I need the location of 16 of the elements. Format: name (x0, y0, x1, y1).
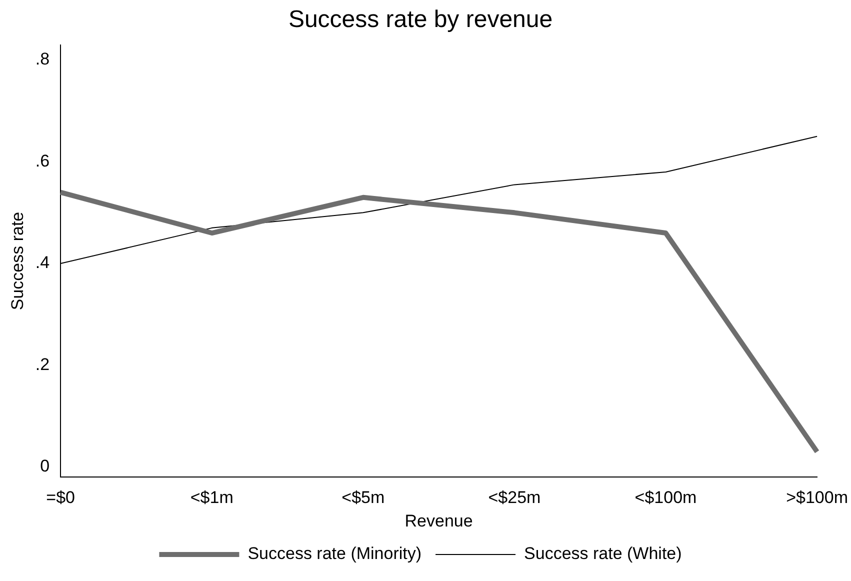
x-tick-label: <$100m (634, 488, 697, 508)
legend-label: Success rate (White) (524, 544, 682, 564)
x-tick-label: <$1m (190, 488, 234, 508)
legend-label: Success rate (Minority) (248, 544, 422, 564)
y-tick-label: .4 (35, 253, 50, 272)
y-tick-label: .6 (35, 151, 50, 170)
chart-title: Success rate by revenue (288, 6, 553, 34)
y-axis-title: Success rate (8, 212, 27, 310)
x-axis-title: Revenue (404, 511, 473, 530)
x-tick-label: <$5m (342, 488, 385, 508)
y-tick-label: 0 (40, 456, 50, 476)
x-tick-label: <$25m (488, 488, 541, 508)
x-tick-label: >$100m (786, 488, 848, 508)
y-tick-label: .8 (35, 50, 50, 69)
x-tick-label: =$0 (46, 488, 75, 508)
y-tick-label: .2 (35, 354, 50, 374)
